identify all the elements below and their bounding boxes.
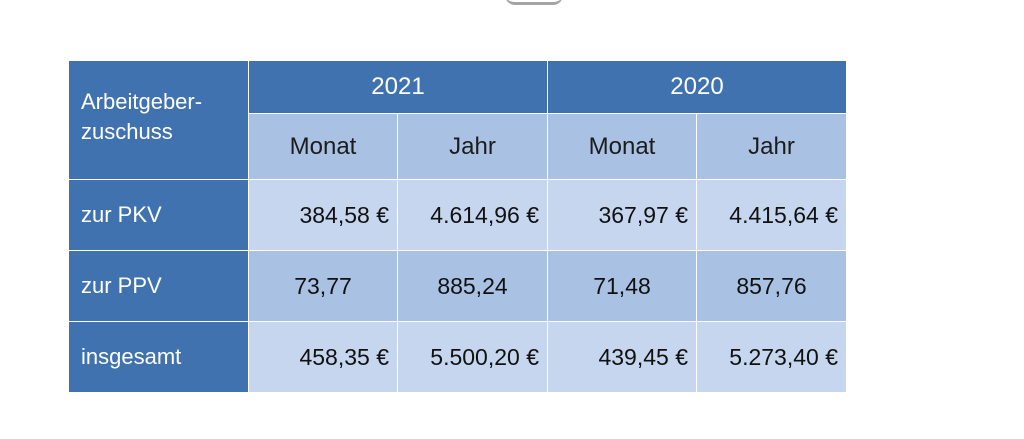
cell-insgesamt-2020-monat: 439,45 € <box>547 321 697 393</box>
cell-pkv-2021-monat: 384,58 € <box>248 179 398 251</box>
table-row-ppv: zur PPV 73,77 885,24 71,48 857,76 <box>68 250 847 322</box>
cell-pkv-2020-jahr: 4.415,64 € <box>696 179 847 251</box>
row-label-insgesamt: insgesamt <box>68 321 249 393</box>
subheader-monat-2021: Monat <box>248 113 398 180</box>
cell-insgesamt-2021-jahr: 5.500,20 € <box>397 321 548 393</box>
cell-ppv-2020-monat: 71,48 <box>547 250 697 322</box>
year-header-2021: 2021 <box>248 60 548 114</box>
table-row-pkv: zur PKV 384,58 € 4.614,96 € 367,97 € 4.4… <box>68 179 847 251</box>
cell-pkv-2020-monat: 367,97 € <box>547 179 697 251</box>
cell-insgesamt-2020-jahr: 5.273,40 € <box>696 321 847 393</box>
corner-header: Arbeitgeber- zuschuss <box>68 60 249 180</box>
cell-insgesamt-2021-monat: 458,35 € <box>248 321 398 393</box>
cell-ppv-2021-jahr: 885,24 <box>397 250 548 322</box>
employer-subsidy-table: Arbeitgeber- zuschuss 2021 2020 Monat Ja… <box>68 60 847 393</box>
year-header-row: Arbeitgeber- zuschuss 2021 2020 <box>68 60 847 180</box>
cell-pkv-2021-jahr: 4.614,96 € <box>397 179 548 251</box>
period-header-row: Monat Jahr Monat Jahr <box>69 113 847 180</box>
subheader-jahr-2021: Jahr <box>397 113 548 180</box>
year-header-2020: 2020 <box>547 60 847 114</box>
table-row-insgesamt: insgesamt 458,35 € 5.500,20 € 439,45 € 5… <box>68 321 847 393</box>
cell-ppv-2020-jahr: 857,76 <box>696 250 847 322</box>
row-label-pkv: zur PKV <box>68 179 249 251</box>
cell-ppv-2021-monat: 73,77 <box>248 250 398 322</box>
subheader-jahr-2020: Jahr <box>696 113 847 180</box>
subheader-monat-2020: Monat <box>547 113 697 180</box>
row-label-ppv: zur PPV <box>68 250 249 322</box>
heading-fragment <box>505 0 563 5</box>
